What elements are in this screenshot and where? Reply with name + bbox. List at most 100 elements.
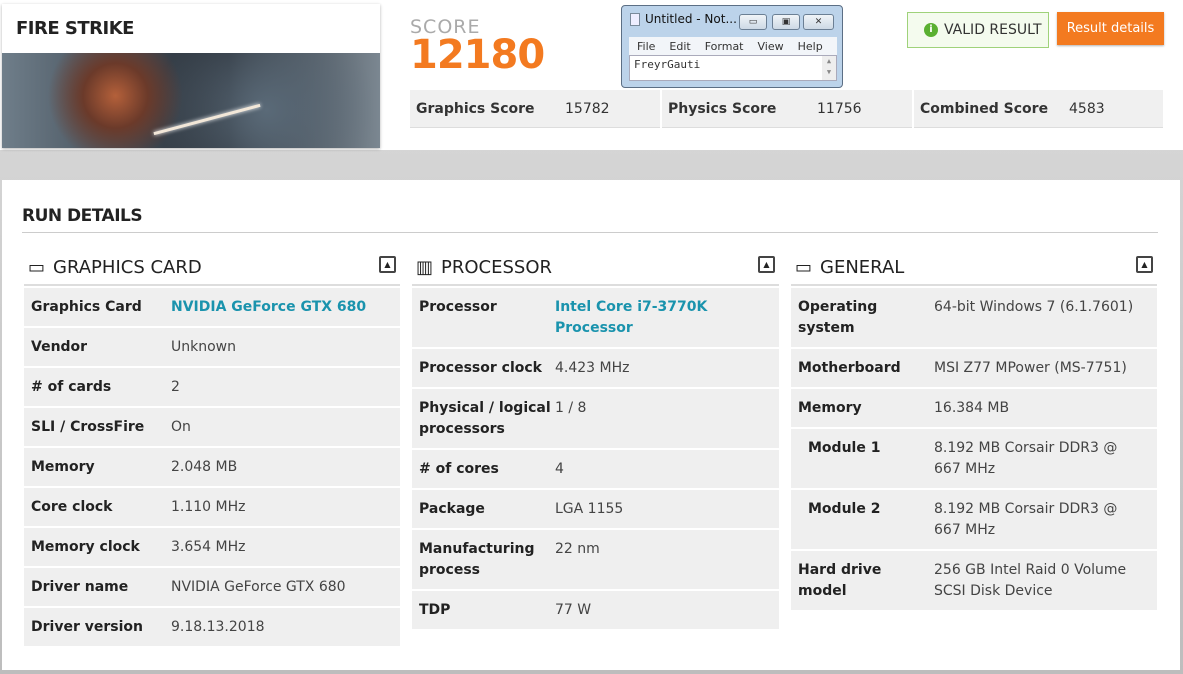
subscore-label: Graphics Score: [416, 100, 535, 117]
collapse-icon[interactable]: ▲: [758, 256, 775, 273]
detail-row: # of cores 4: [412, 450, 779, 488]
result-details-button[interactable]: Result details: [1057, 12, 1164, 45]
close-button[interactable]: ✕: [803, 14, 834, 30]
notepad-icon: [630, 12, 640, 26]
detail-label: Operating system: [798, 299, 878, 336]
score-label: SCORE: [410, 16, 481, 38]
benchmark-image: [2, 53, 380, 148]
menu-help[interactable]: Help: [797, 39, 823, 53]
detail-row: Memory 2.048 MB: [24, 448, 400, 486]
detail-value: 22 nm: [555, 541, 600, 557]
menu-edit[interactable]: Edit: [669, 39, 691, 53]
detail-value: 4.423 MHz: [555, 360, 630, 376]
section-title: PROCESSOR: [441, 256, 553, 278]
minimize-button[interactable]: ▭: [739, 14, 767, 30]
detail-row: Processor Intel Core i7-3770K Processor: [412, 288, 779, 347]
detail-label: Physical / logical processors: [419, 400, 551, 437]
detail-row: Module 2 8.192 MB Corsair DDR3 @ 667 MHz: [791, 490, 1157, 549]
scrollbar[interactable]: ▲ ▼: [822, 56, 836, 80]
detail-value: 256 GB Intel Raid 0 Volume SCSI Disk Dev…: [934, 562, 1127, 599]
menu-file[interactable]: File: [637, 39, 656, 53]
detail-value: Unknown: [171, 339, 236, 355]
detail-label: # of cores: [419, 461, 499, 477]
detail-row: Hard drive model 256 GB Intel Raid 0 Volu…: [791, 551, 1157, 610]
detail-row: Vendor Unknown: [24, 328, 400, 366]
detail-row: TDP 77 W: [412, 591, 779, 629]
score-value: 12180: [410, 32, 545, 78]
subscore-label: Combined Score: [920, 100, 1049, 117]
maximize-button[interactable]: ▣: [772, 14, 800, 30]
detail-value: On: [171, 419, 191, 435]
detail-row: # of cards 2: [24, 368, 400, 406]
detail-row: Motherboard MSI Z77 MPower (MS-7751): [791, 349, 1157, 387]
divider: [22, 232, 1158, 233]
detail-row: SLI / CrossFire On: [24, 408, 400, 446]
detail-value: 16.384 MB: [934, 400, 1010, 416]
benchmark-title: FIRE STRIKE: [16, 18, 134, 39]
detail-row: Driver name NVIDIA GeForce GTX 680: [24, 568, 400, 606]
benchmark-card: FIRE STRIKE: [2, 4, 380, 148]
detail-label: Processor clock: [419, 360, 542, 376]
detail-label: Module 1: [808, 440, 881, 456]
detail-row: Processor clock 4.423 MHz: [412, 349, 779, 387]
run-details-panel: RUN DETAILS ▭ GRAPHICS CARD ▲ Graphics Car…: [2, 180, 1180, 670]
notepad-menubar: File Edit Format View Help: [629, 37, 837, 55]
info-icon: i: [924, 23, 938, 37]
physics-score: Physics Score 11756: [662, 90, 912, 128]
detail-label: TDP: [419, 602, 451, 618]
detail-value: 2: [171, 379, 180, 395]
detail-value: 64-bit Windows 7 (6.1.7601): [934, 299, 1134, 315]
subscore-value: 11756: [817, 100, 862, 117]
detail-value: 1.110 MHz: [171, 499, 246, 515]
detail-value: NVIDIA GeForce GTX 680: [171, 579, 346, 595]
detail-label: Driver name: [31, 579, 129, 595]
collapse-icon[interactable]: ▲: [379, 256, 396, 273]
subscore-label: Physics Score: [668, 100, 777, 117]
detail-value: 9.18.13.2018: [171, 619, 265, 635]
detail-label: Memory: [31, 459, 95, 475]
detail-value: LGA 1155: [555, 501, 624, 517]
detail-row: Memory clock 3.654 MHz: [24, 528, 400, 566]
notepad-window[interactable]: Untitled - Not... ▭ ▣ ✕ File Edit Format…: [621, 5, 843, 88]
detail-label: Memory clock: [31, 539, 140, 555]
detail-label: Memory: [798, 400, 862, 416]
detail-label: Driver version: [31, 619, 143, 635]
graphics-score: Graphics Score 15782: [410, 90, 660, 128]
section-title: GRAPHICS CARD: [53, 256, 202, 278]
detail-value: 8.192 MB Corsair DDR3 @ 667 MHz: [934, 440, 1118, 477]
detail-label: Graphics Card: [31, 299, 142, 315]
menu-format[interactable]: Format: [704, 39, 744, 53]
monitor-icon: ▭: [28, 256, 46, 278]
subscore-value: 4583: [1069, 100, 1105, 117]
detail-label: SLI / CrossFire: [31, 419, 145, 435]
detail-value: 8.192 MB Corsair DDR3 @ 667 MHz: [934, 501, 1118, 538]
notepad-text: FreyrGauti: [634, 58, 701, 71]
cpu-icon: ▥: [416, 256, 434, 278]
detail-label: Package: [419, 501, 485, 517]
valid-result-badge[interactable]: i VALID RESULT: [907, 12, 1049, 48]
detail-value: 2.048 MB: [171, 459, 238, 475]
section-title: GENERAL: [820, 256, 905, 278]
detail-label: Module 2: [808, 501, 881, 517]
detail-label: Hard drive model: [798, 562, 882, 599]
collapse-icon[interactable]: ▲: [1136, 256, 1153, 273]
detail-row: Graphics Card NVIDIA GeForce GTX 680: [24, 288, 400, 326]
notepad-title: Untitled - Not...: [645, 12, 737, 26]
valid-result-label: VALID RESULT: [944, 22, 1042, 38]
detail-link[interactable]: Intel Core i7-3770K Processor: [555, 299, 708, 336]
detail-link[interactable]: NVIDIA GeForce GTX 680: [171, 299, 367, 315]
detail-label: Core clock: [31, 499, 113, 515]
detail-value: 4: [555, 461, 564, 477]
detail-label: # of cards: [31, 379, 112, 395]
processor-section: ▥ PROCESSOR ▲ Processor Intel Core i7-3770K…: [412, 250, 779, 629]
detail-label: Vendor: [31, 339, 88, 355]
detail-row: Manufacturing process 22 nm: [412, 530, 779, 589]
detail-label: Motherboard: [798, 360, 901, 376]
detail-row: Module 1 8.192 MB Corsair DDR3 @ 667 MHz: [791, 429, 1157, 488]
notepad-text-area[interactable]: FreyrGauti ▲ ▼: [629, 55, 837, 81]
notepad-titlebar[interactable]: Untitled - Not...: [630, 12, 737, 26]
detail-value: MSI Z77 MPower (MS-7751): [934, 360, 1127, 376]
menu-view[interactable]: View: [757, 39, 784, 53]
detail-row: Operating system 64-bit Windows 7 (6.1.76…: [791, 288, 1157, 347]
subscore-value: 15782: [565, 100, 610, 117]
